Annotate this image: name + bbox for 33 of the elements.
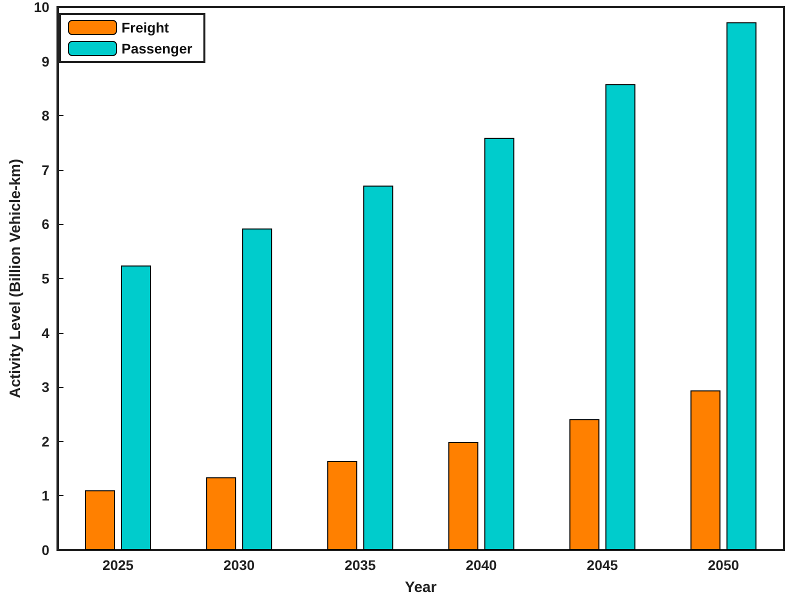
bar bbox=[242, 228, 272, 550]
bar bbox=[121, 265, 152, 550]
bar bbox=[448, 442, 478, 550]
x-tick-label: 2040 bbox=[466, 557, 498, 573]
y-tick-label: 7 bbox=[42, 162, 50, 178]
x-tick-label: 2025 bbox=[102, 557, 134, 573]
bar bbox=[206, 477, 236, 550]
y-tick-label: 6 bbox=[42, 216, 50, 232]
y-tick-label: 0 bbox=[42, 542, 50, 558]
x-tick-label: 2030 bbox=[224, 557, 255, 573]
x-tick-label: 2035 bbox=[344, 557, 376, 573]
y-tick-label: 3 bbox=[42, 379, 50, 396]
y-tick-label: 4 bbox=[42, 324, 50, 341]
x-axis-title: Year bbox=[404, 579, 437, 596]
y-tick-label: 10 bbox=[34, 0, 50, 15]
bar bbox=[327, 460, 358, 550]
legend-label: Passenger bbox=[122, 40, 193, 56]
bar bbox=[690, 390, 720, 550]
bar bbox=[85, 490, 116, 550]
bar bbox=[605, 84, 636, 550]
y-axis-title: Activity Level (Billion Vehicle-km) bbox=[7, 158, 24, 398]
x-tick-label: 2045 bbox=[586, 557, 618, 573]
y-tick-label: 5 bbox=[42, 270, 50, 286]
y-tick-label: 2 bbox=[42, 433, 50, 450]
y-tick-label: 9 bbox=[42, 53, 50, 70]
y-tick-label: 1 bbox=[42, 488, 50, 504]
bar bbox=[484, 138, 514, 550]
y-tick-label: 8 bbox=[42, 108, 50, 124]
bar bbox=[363, 186, 394, 550]
bar bbox=[569, 419, 600, 550]
bar bbox=[726, 22, 756, 550]
x-tick-label: 2050 bbox=[708, 557, 740, 573]
legend-label: Freight bbox=[122, 20, 170, 36]
